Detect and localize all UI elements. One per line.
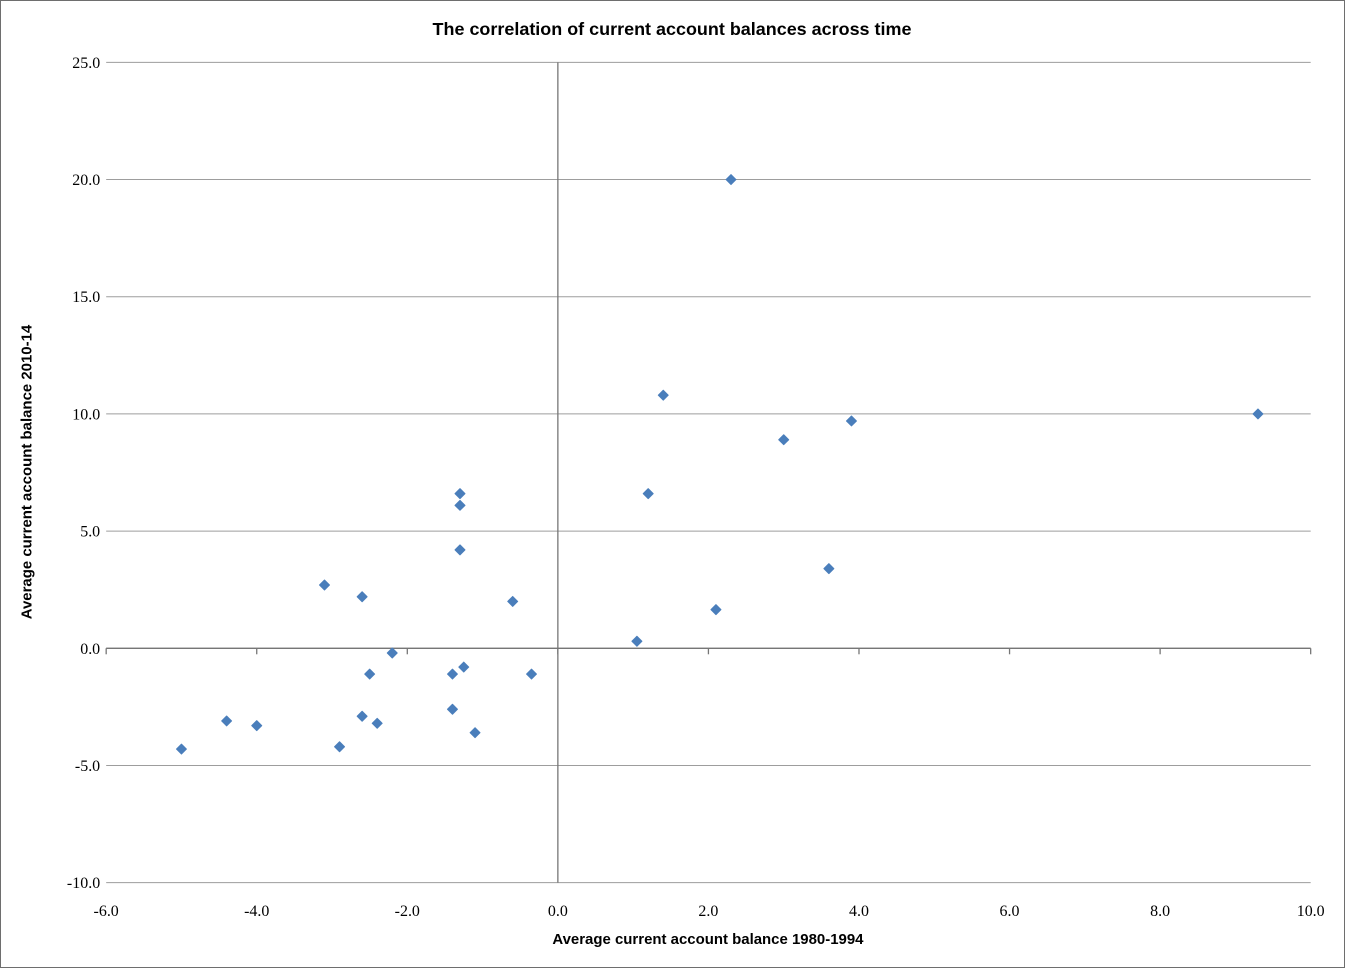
x-tick-label: -6.0 — [94, 903, 119, 920]
gridlines — [106, 61, 1311, 884]
x-tick-label: 2.0 — [698, 903, 718, 920]
data-point-marker — [319, 579, 330, 591]
y-tick-label: -5.0 — [75, 758, 100, 775]
data-point-marker — [469, 727, 481, 739]
data-point-marker — [356, 591, 368, 603]
data-point-marker — [642, 488, 654, 500]
y-tick-label: 5.0 — [80, 524, 100, 541]
data-point-marker — [251, 720, 263, 732]
data-points — [175, 174, 1264, 755]
data-point-marker — [371, 717, 383, 729]
data-point-marker — [823, 563, 835, 575]
data-point-marker — [778, 434, 790, 446]
data-point-marker — [454, 544, 466, 556]
data-point-marker — [507, 595, 519, 607]
data-point-marker — [458, 661, 470, 673]
x-axis-ticks — [105, 648, 1312, 655]
x-tick-label: 8.0 — [1150, 903, 1170, 920]
y-tick-label: 0.0 — [80, 641, 100, 658]
data-point-marker — [710, 604, 722, 616]
data-point-marker — [221, 715, 233, 727]
x-axis-tick-labels: -6.0 -4.0 -2.0 0.0 2.0 4.0 6.0 8.0 10.0 — [94, 903, 1325, 920]
data-point-marker — [1252, 408, 1264, 420]
data-point-marker — [526, 668, 538, 680]
data-point-marker — [725, 174, 737, 186]
y-axis-title: Average current account balance 2010-14 — [18, 324, 35, 619]
data-point-marker — [356, 710, 368, 722]
y-tick-label: -10.0 — [67, 875, 100, 892]
x-tick-label: 10.0 — [1297, 903, 1325, 920]
data-point-marker — [454, 499, 466, 511]
x-tick-label: -2.0 — [395, 903, 420, 920]
x-axis-title: Average current account balance 1980-199… — [552, 931, 864, 948]
y-tick-label: 10.0 — [72, 406, 100, 423]
y-tick-label: 15.0 — [72, 289, 100, 306]
x-tick-label: 0.0 — [548, 903, 568, 920]
data-point-marker — [386, 647, 398, 659]
axis-lines — [106, 62, 1311, 883]
data-point-marker — [631, 635, 643, 647]
data-point-marker — [334, 741, 346, 753]
data-point-marker — [364, 668, 376, 680]
data-point-marker — [175, 743, 187, 755]
x-tick-label: -4.0 — [244, 903, 269, 920]
data-point-marker — [446, 668, 458, 680]
chart-title: The correlation of current account balan… — [433, 19, 912, 39]
x-tick-label: 6.0 — [1000, 903, 1020, 920]
y-tick-label: 20.0 — [72, 172, 100, 189]
data-point-marker — [454, 488, 466, 500]
data-point-marker — [446, 703, 458, 715]
y-axis-tick-labels: 25.0 20.0 15.0 10.0 5.0 0.0 -5.0 -10.0 — [67, 55, 100, 892]
data-point-marker — [657, 389, 669, 401]
y-tick-label: 25.0 — [72, 55, 100, 72]
data-point-marker — [845, 415, 857, 427]
x-tick-label: 4.0 — [849, 903, 869, 920]
